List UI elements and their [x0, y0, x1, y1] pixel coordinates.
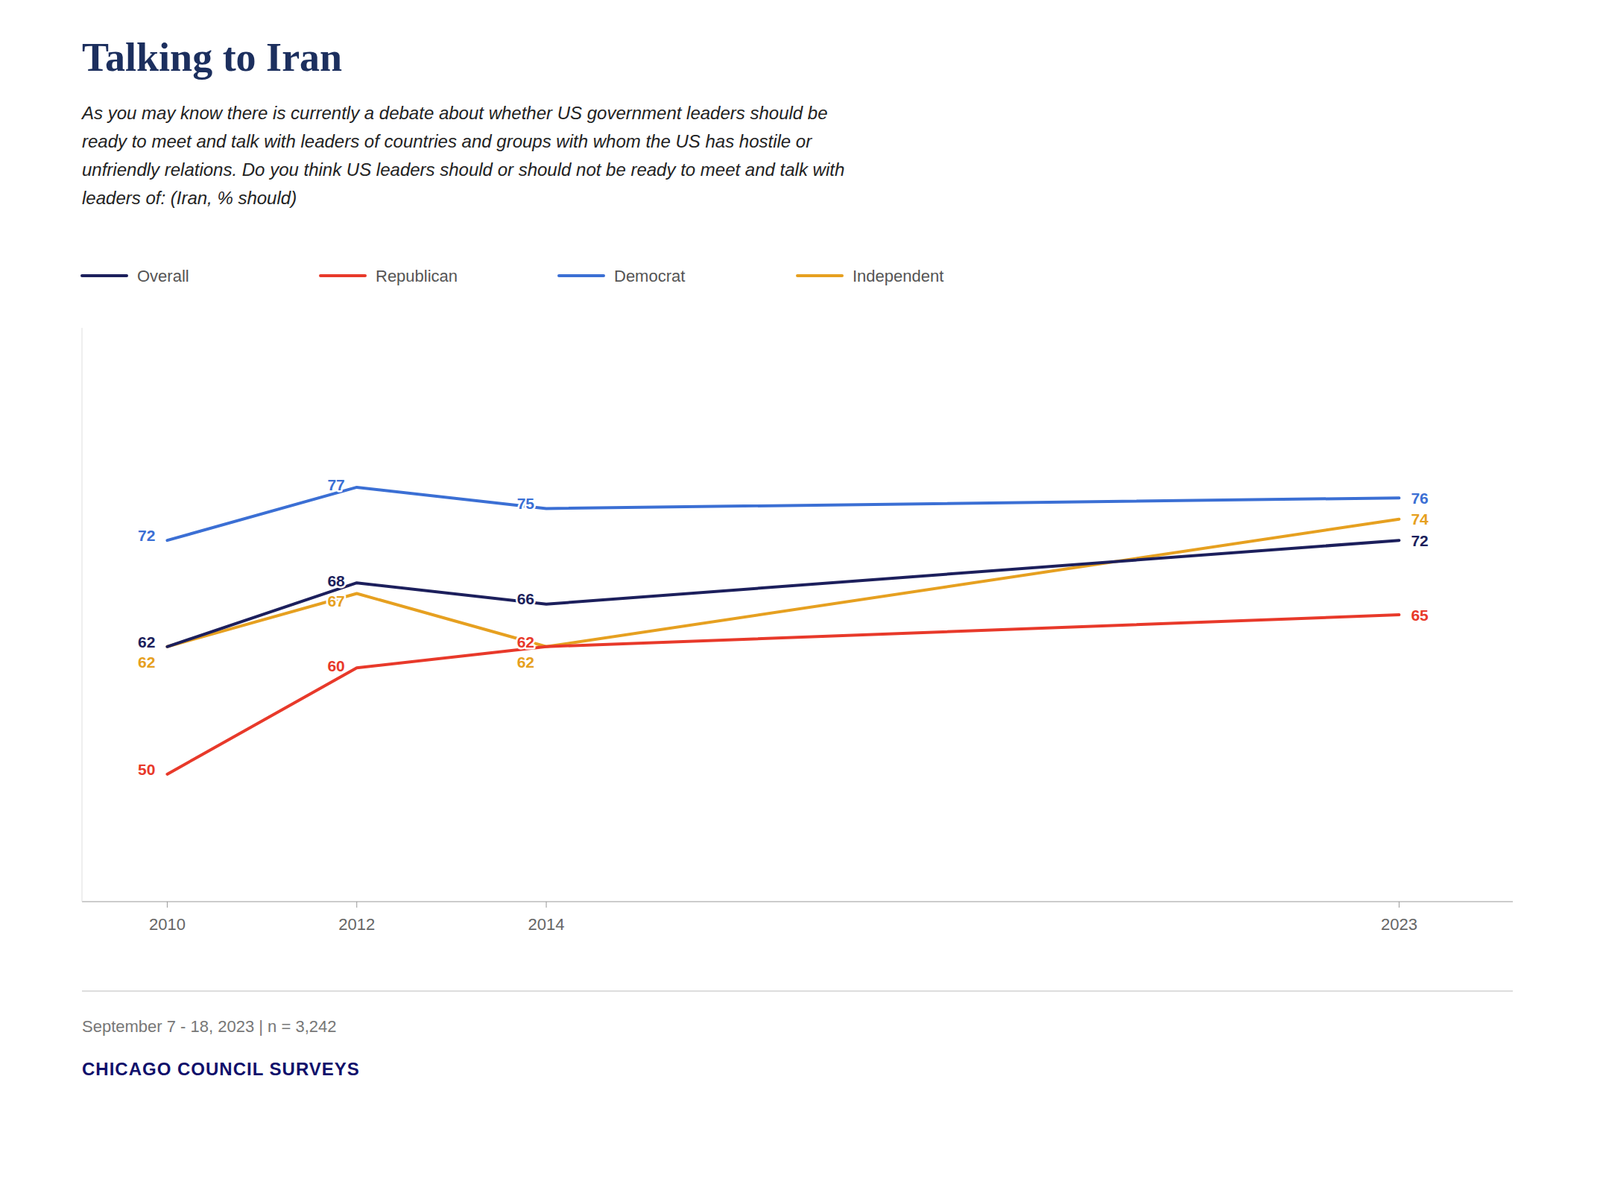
series-line	[166, 614, 1399, 775]
legend-swatch	[558, 274, 604, 278]
data-label: 76	[1410, 489, 1428, 507]
series-line	[166, 487, 1399, 541]
series-line	[166, 519, 1399, 647]
footer-separator	[81, 991, 1513, 992]
data-label: 66	[517, 590, 535, 608]
legend-swatch	[320, 274, 366, 278]
background	[0, 0, 1600, 1193]
subtitle: leaders of: (Iran, % should)	[81, 187, 297, 208]
data-label: 62	[517, 653, 535, 671]
legend-swatch	[81, 274, 127, 278]
x-tick-label: 2014	[528, 915, 565, 934]
y-axis-line	[81, 327, 83, 902]
data-label: 62	[137, 653, 156, 671]
data-labels: 72 62 62 50 77 68 67 60 75 66 62 62 76 74 72 65	[137, 476, 1429, 778]
legend-label: Democrat	[614, 266, 685, 286]
data-label: 65	[1410, 606, 1429, 624]
x-tick	[356, 901, 357, 908]
data-label: 60	[327, 657, 345, 675]
data-label: 75	[517, 494, 536, 512]
legend-label: Independent	[852, 266, 944, 286]
annotation: September 7 - 18, 2023 | n = 3,242	[81, 1017, 337, 1036]
title: Talking to Iran	[81, 35, 343, 80]
legend-label: Overall	[137, 266, 190, 286]
x-tick	[1398, 901, 1400, 908]
series-line	[166, 540, 1399, 647]
x-tick-label: 2023	[1380, 915, 1418, 934]
data-label: 72	[137, 526, 156, 545]
x-axis-line	[81, 901, 1513, 903]
x-tick	[546, 901, 547, 908]
subtitle: unfriendly relations. Do you think US le…	[81, 159, 845, 180]
data-label: 67	[327, 592, 345, 610]
annotation: CHICAGO COUNCIL SURVEYS	[81, 1058, 360, 1080]
data-label: 62	[137, 633, 156, 651]
data-label: 72	[1410, 532, 1428, 550]
page: {"chart_data": { "type": "line", "title"…	[0, 0, 1600, 1193]
x-tick	[166, 901, 168, 908]
x-tick-label: 2012	[338, 915, 375, 934]
legend-swatch	[797, 274, 843, 278]
chart: Talking to Iran As you may know there is …	[0, 0, 1600, 1193]
subtitle: As you may know there is currently a deb…	[80, 102, 828, 123]
legend-label: Republican	[375, 266, 458, 286]
data-label: 68	[327, 572, 346, 590]
data-label: 62	[517, 633, 535, 651]
plot-area	[166, 487, 1399, 775]
x-tick-label: 2010	[149, 915, 186, 934]
data-label: 74	[1410, 510, 1429, 528]
data-label: 77	[327, 476, 345, 494]
data-label: 50	[137, 760, 156, 779]
subtitle: ready to meet and talk with leaders of c…	[81, 131, 813, 152]
